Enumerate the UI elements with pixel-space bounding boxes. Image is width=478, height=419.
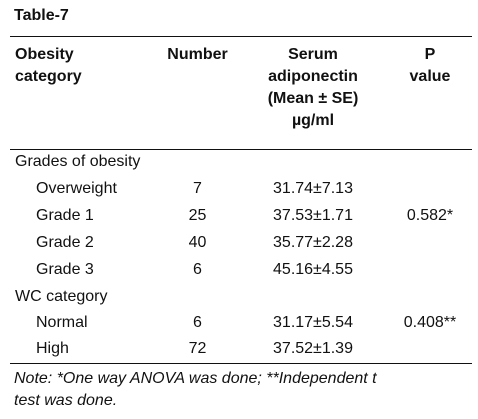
table-row: Grade 2 40 35.77±2.28 — [0, 230, 478, 256]
header-line: P — [424, 46, 436, 63]
row-category: Grade 1 — [36, 207, 94, 224]
row-number: 6 — [193, 314, 202, 331]
header-line: category — [15, 68, 82, 85]
row-category: High — [36, 340, 69, 357]
row-category: Grade 2 — [36, 234, 94, 251]
table-top-rule — [10, 36, 472, 37]
header-line: Obesity — [15, 46, 74, 63]
row-category: Overweight — [36, 180, 117, 197]
header-line: µg/ml — [291, 112, 335, 129]
header-bottom-rule — [10, 149, 472, 150]
row-p-value: 0.582* — [406, 207, 454, 224]
header-p-value: P value — [390, 44, 470, 88]
row-mean-se: 37.52±1.39 — [273, 340, 353, 357]
group-label: WC category — [15, 288, 108, 305]
note-line: Note: *One way ANOVA was done; **Indepen… — [14, 370, 377, 387]
row-mean-se: 31.17±5.54 — [273, 314, 353, 331]
table-row: Overweight 7 31.74±7.13 — [0, 176, 478, 202]
table-note: Note: *One way ANOVA was done; **Indepen… — [14, 368, 476, 412]
header-line: (Mean ± SE) — [267, 90, 359, 107]
header-line: adiponectin — [268, 68, 358, 85]
table-bottom-rule — [10, 363, 472, 364]
row-number: 40 — [188, 234, 207, 251]
header-serum-adiponectin: Serum adiponectin (Mean ± SE) µg/ml — [248, 44, 378, 132]
row-number: 72 — [188, 340, 207, 357]
header-line: Number — [167, 46, 228, 63]
row-mean-se: 35.77±2.28 — [273, 234, 353, 251]
row-number: 25 — [188, 207, 207, 224]
row-category: Normal — [36, 314, 88, 331]
row-mean-se: 45.16±4.55 — [273, 261, 353, 278]
row-category: Grade 3 — [36, 261, 94, 278]
table-row: Grade 3 6 45.16±4.55 — [0, 257, 478, 283]
row-number: 6 — [193, 261, 202, 278]
table-row: Grade 1 25 37.53±1.71 0.582* — [0, 203, 478, 229]
row-mean-se: 31.74±7.13 — [273, 180, 353, 197]
row-p-value: 0.408** — [403, 314, 457, 331]
group-label: Grades of obesity — [15, 153, 141, 170]
table-row: Normal 6 31.17±5.54 0.408** — [0, 310, 478, 336]
table-title: Table-7 — [14, 7, 69, 24]
header-line: Serum — [288, 46, 338, 63]
group-row-wc-category: WC category — [0, 284, 478, 310]
table-row: High 72 37.52±1.39 — [0, 336, 478, 362]
row-mean-se: 37.53±1.71 — [273, 207, 353, 224]
note-line: test was done. — [14, 392, 118, 409]
group-row-grades-of-obesity: Grades of obesity — [0, 149, 478, 175]
row-number: 7 — [193, 180, 202, 197]
header-line: value — [409, 68, 451, 85]
header-number: Number — [150, 44, 245, 66]
header-obesity-category: Obesity category — [15, 44, 145, 88]
